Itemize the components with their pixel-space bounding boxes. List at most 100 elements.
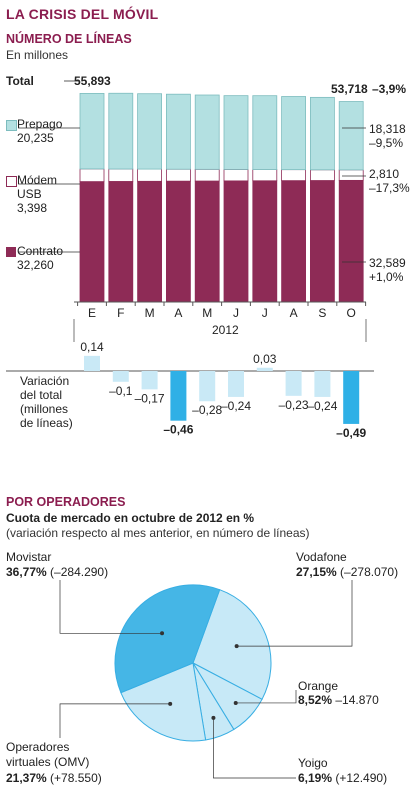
- pie-leader-dot-vodafone: [234, 644, 239, 649]
- x-tick-label-1: F: [117, 306, 124, 320]
- variation-value-label-8: –0,24: [307, 399, 337, 413]
- bar-prepago-5: [223, 95, 249, 170]
- pie-label-orange-value: 8,52%: [298, 693, 333, 707]
- total-end-value: 53,718: [331, 82, 368, 96]
- x-tick-label-5: J: [233, 306, 239, 320]
- bar-prepago-2: [137, 93, 163, 170]
- pie-leader-dot-orange: [233, 700, 238, 705]
- bar-contrato-3: [165, 180, 191, 303]
- variation-bar-3: [170, 371, 187, 421]
- legend-label-modem-line1: Módem: [17, 173, 58, 187]
- bar-contrato-8: [309, 180, 335, 303]
- bar-prepago-0: [79, 92, 105, 170]
- variation-value-label-5: –0,24: [221, 399, 251, 413]
- pie-label-movistar-change: (–284.290): [50, 565, 109, 579]
- pie-leader-orange: [235, 690, 297, 704]
- pie-slice-0: [114, 584, 221, 694]
- bar-modem-8: [309, 169, 335, 181]
- legend-swatch-contrato: [6, 247, 16, 257]
- variation-value-label-1: –0,1: [109, 384, 133, 398]
- pie-leader-omv: [59, 703, 171, 738]
- total-start-value: 55,893: [74, 74, 111, 88]
- bar-modem-4: [194, 168, 220, 182]
- bar-contrato-1: [108, 181, 134, 303]
- end-change-modem: –17,3%: [369, 181, 410, 195]
- variation-bar-9: [343, 371, 360, 424]
- pie-label-orange-name: Orange: [298, 679, 339, 693]
- variation-bar-1: [112, 371, 129, 382]
- variation-bar-5: [228, 371, 244, 397]
- variation-bar-6: [256, 367, 273, 371]
- pie-label-vodafone-change: (–278.070): [340, 565, 399, 579]
- pie-slice-1: [192, 589, 272, 700]
- bar-contrato-2: [137, 180, 163, 303]
- bar-modem-9: [338, 169, 364, 181]
- bar-prepago-6: [252, 95, 278, 170]
- year-label: 2012: [212, 323, 239, 337]
- bar-modem-5: [223, 169, 249, 182]
- pie-label-omv-name-line1: Operadores: [6, 740, 70, 754]
- x-tick-label-9: O: [347, 306, 356, 320]
- bar-prepago-1: [108, 92, 134, 170]
- pie-label-yoigo-name: Yoigo: [298, 756, 328, 770]
- variation-value-label-6: 0,03: [253, 352, 277, 366]
- x-tick-label-7: A: [290, 306, 298, 320]
- section2-title: POR OPERADORES: [6, 495, 126, 509]
- legend-value-contrato: 32,260: [17, 258, 54, 272]
- bar-modem-6: [252, 169, 278, 182]
- variation-bar-4: [199, 371, 216, 402]
- bar-modem-0: [79, 168, 105, 183]
- x-tick-label-4: M: [202, 306, 212, 320]
- pie-label-omv-name-line2: virtuales (OMV): [6, 755, 90, 769]
- variation-label-line3: (millones: [20, 402, 69, 416]
- pie-slice-4: [120, 662, 207, 742]
- bar-modem-1: [108, 168, 134, 182]
- unit-label: En millones: [6, 48, 69, 62]
- variation-label-line4: de líneas): [20, 416, 73, 430]
- variation-bar-0: [84, 355, 100, 371]
- pie-label-orange-change: –14.870: [335, 693, 379, 707]
- bar-contrato-7: [281, 180, 307, 303]
- x-tick-label-6: J: [262, 306, 268, 320]
- bar-modem-3: [165, 168, 191, 182]
- pie-label-yoigo-value: 6,19%: [298, 771, 333, 785]
- pie-label-movistar-value: 36,77%: [6, 565, 47, 579]
- chart-title: LA CRISIS DEL MÓVIL: [6, 6, 159, 22]
- variation-value-label-4: –0,28: [192, 403, 222, 417]
- end-change-contrato: +1,0%: [369, 270, 404, 284]
- bar-contrato-9: [338, 179, 364, 303]
- variation-value-label-7: –0,23: [279, 398, 309, 412]
- pie-leader-vodafone: [236, 580, 353, 647]
- variation-value-label-3: –0,46: [163, 423, 193, 437]
- variation-label-line1: Variación: [20, 374, 70, 388]
- variation-bar-2: [141, 371, 158, 390]
- pie-leader-dot-omv: [168, 701, 173, 706]
- pie-label-vodafone-value: 27,15%: [296, 565, 337, 579]
- end-value-prepago: 18,318: [369, 122, 406, 136]
- bar-prepago-8: [309, 96, 335, 171]
- pie-label-movistar-name: Movistar: [6, 550, 52, 564]
- legend-label-modem-line2: USB: [17, 187, 42, 201]
- bar-modem-7: [281, 169, 307, 182]
- bar-contrato-0: [79, 181, 105, 303]
- bar-contrato-5: [223, 180, 249, 303]
- variation-bar-7: [285, 371, 302, 396]
- legend-label-contrato: Contrato: [17, 244, 64, 258]
- pie-label-omv-value: 21,37%: [6, 771, 47, 785]
- legend-swatch-modem: [6, 176, 17, 187]
- end-value-modem: 2,810: [369, 167, 400, 181]
- bar-prepago-4: [194, 94, 220, 170]
- pie-leader-dot-yoigo: [211, 715, 216, 720]
- pie-leader-movistar: [59, 580, 163, 634]
- bar-contrato-4: [194, 180, 220, 303]
- end-change-prepago: –9,5%: [369, 136, 404, 150]
- variation-value-label-0: 0,14: [80, 340, 104, 354]
- bar-contrato-6: [252, 180, 278, 303]
- total-end-change: –3,9%: [372, 82, 407, 96]
- variation-bar-8: [314, 371, 331, 397]
- bar-prepago-7: [281, 96, 307, 171]
- bar-modem-2: [137, 168, 163, 182]
- pie-label-yoigo-change: (+12.490): [335, 771, 388, 785]
- section1-subtitle: NÚMERO DE LÍNEAS: [6, 32, 132, 46]
